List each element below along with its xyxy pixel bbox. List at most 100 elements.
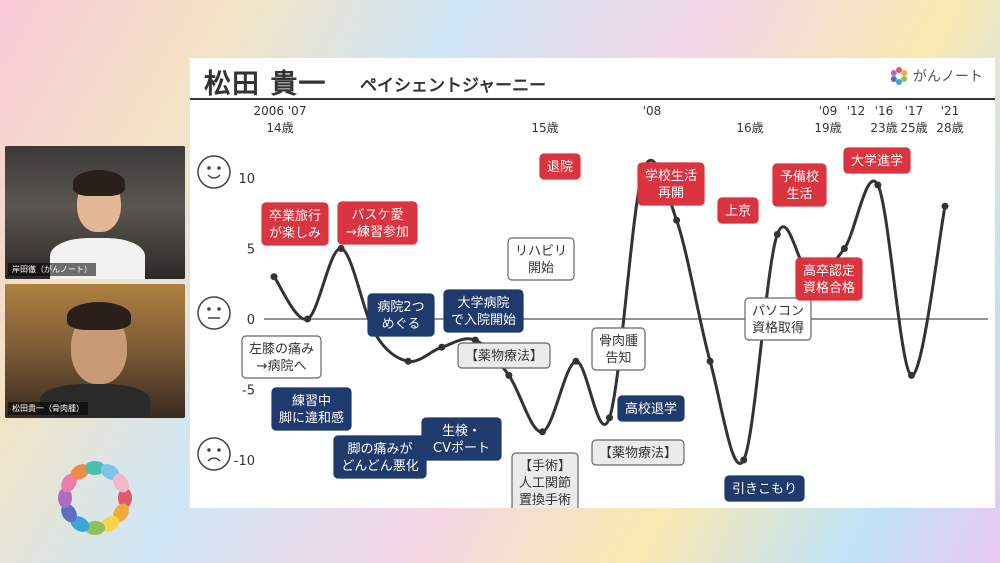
guest-video bbox=[5, 284, 185, 418]
slide-subtitle: ペイシェントジャーニー bbox=[360, 76, 547, 96]
timeline-year-label: '17 bbox=[905, 104, 924, 118]
annotation-text: めぐる bbox=[382, 317, 421, 332]
annotation-text: 上京 bbox=[725, 204, 751, 219]
annotation-text: 置換手術 bbox=[519, 493, 571, 508]
annotation-text: 【手術】 bbox=[519, 459, 571, 474]
annotation-text: 生検・ bbox=[442, 424, 481, 439]
flower-logo-icon bbox=[890, 67, 908, 85]
annotation-callout: 左膝の痛み →病院へ bbox=[241, 335, 322, 379]
annotation-text: パソコン bbox=[752, 304, 804, 319]
journey-point bbox=[337, 245, 345, 252]
patient-journey-chart: 10 5 0 -5 -10 2006 '07 14歳 15歳 '08 16歳 '09 19歳 '12 '1… bbox=[197, 104, 988, 508]
annotation-callout: 生検・ CVポート bbox=[421, 417, 502, 461]
annotation-text: 脚に違和感 bbox=[279, 410, 344, 426]
timeline-year-label: '21 bbox=[941, 104, 960, 118]
timeline-age-label: 23歳 bbox=[870, 121, 897, 135]
happy-face-icon bbox=[197, 155, 231, 189]
y-tick-label: 0 bbox=[247, 313, 255, 328]
annotation-text: 脚の痛みが bbox=[347, 441, 412, 457]
timeline-age-label: 15歳 bbox=[531, 121, 558, 135]
annotation-text: 左膝の痛み bbox=[249, 341, 314, 357]
annotation-text: 【薬物療法】 bbox=[599, 446, 677, 461]
journey-point bbox=[874, 181, 882, 189]
timeline-age-label: 14歳 bbox=[266, 121, 293, 135]
slide: 松田 貴一 ペイシェントジャーニー がんノート 10 5 0 -5 -10 2006 '0… bbox=[190, 58, 995, 508]
sad-face-icon bbox=[197, 437, 231, 471]
timeline-year-label: '12 bbox=[847, 104, 866, 118]
annotation-callout: 高校退学 bbox=[617, 395, 685, 422]
timeline-year-label: '16 bbox=[875, 104, 894, 118]
journey-point bbox=[908, 371, 915, 379]
journey-point bbox=[773, 230, 781, 238]
journey-point bbox=[538, 428, 546, 436]
annotation-text: が楽しみ bbox=[269, 225, 321, 241]
journey-point bbox=[404, 357, 412, 365]
participant-tile-guest[interactable]: 松田貴一（骨肉腫） bbox=[5, 284, 185, 418]
annotation-text: 大学病院 bbox=[457, 295, 509, 311]
journey-point bbox=[740, 456, 748, 464]
annotation-text: 資格取得 bbox=[752, 320, 804, 336]
timeline-age-label: 16歳 bbox=[736, 121, 763, 135]
annotation-text: 卒業旅行 bbox=[269, 208, 321, 224]
y-tick-label: -5 bbox=[242, 384, 255, 399]
annotation-text: →病院へ bbox=[257, 359, 307, 374]
annotation-text: 予備校 bbox=[780, 169, 819, 185]
annotation-callout: 【薬物療法】 bbox=[591, 439, 685, 466]
annotation-text: リハビリ bbox=[515, 244, 567, 259]
brand: がんノート bbox=[889, 66, 983, 86]
annotation-callout: 引きこもり bbox=[724, 475, 805, 502]
annotation-text: →練習参加 bbox=[346, 224, 409, 240]
annotation-callout: 上京 bbox=[717, 197, 759, 224]
timeline-year-label: 2006 '07 bbox=[254, 104, 307, 118]
annotation-callout: バスケ愛→練習参加 bbox=[337, 201, 418, 245]
annotation-text: 高校退学 bbox=[625, 401, 677, 417]
neutral-face-icon bbox=[197, 296, 231, 330]
journey-point bbox=[270, 273, 278, 281]
annotation-text: 高卒認定 bbox=[803, 263, 855, 279]
journey-point bbox=[438, 343, 446, 351]
annotation-callout: 退院 bbox=[539, 153, 581, 180]
participant-tile-host[interactable]: 岸田徹（がんノート） bbox=[5, 146, 185, 279]
journey-point bbox=[706, 357, 714, 365]
guest-hair bbox=[67, 302, 131, 330]
annotation-text: 開始 bbox=[528, 261, 554, 276]
journey-point bbox=[673, 216, 681, 224]
annotation-text: で入院開始 bbox=[451, 313, 516, 328]
title-rule bbox=[190, 98, 995, 100]
annotation-text: 病院2つ bbox=[377, 300, 424, 315]
y-tick-label: 10 bbox=[238, 172, 255, 187]
annotation-text: 学校生活 bbox=[645, 168, 697, 184]
timeline-year-label: '09 bbox=[819, 104, 838, 118]
annotation-text: CVポート bbox=[433, 441, 490, 456]
journey-point bbox=[304, 315, 311, 323]
annotation-text: どんどん悪化 bbox=[341, 459, 419, 474]
timeline-age-label: 28歳 bbox=[936, 121, 963, 135]
journey-point bbox=[941, 202, 949, 210]
annotation-text: 再開 bbox=[658, 186, 684, 201]
annotation-text: 人工関節 bbox=[519, 476, 571, 491]
participant-name: 松田貴一（骨肉腫） bbox=[8, 402, 88, 415]
annotation-text: 引きこもり bbox=[732, 482, 797, 497]
timeline-age-label: 19歳 bbox=[814, 121, 841, 135]
journey-point bbox=[471, 336, 479, 344]
y-tick-label: -10 bbox=[234, 454, 255, 469]
slide-title: 松田 貴一 bbox=[204, 69, 327, 100]
timeline-year-label: '08 bbox=[643, 104, 662, 118]
journey-point bbox=[572, 357, 580, 365]
annotation-text: 資格合格 bbox=[803, 280, 855, 296]
participant-name: 岸田徹（がんノート） bbox=[8, 263, 96, 276]
annotation-text: 練習中 bbox=[292, 394, 331, 409]
annotation-text: バスケ愛 bbox=[351, 208, 403, 223]
annotation-text: 骨肉腫 bbox=[599, 333, 638, 349]
